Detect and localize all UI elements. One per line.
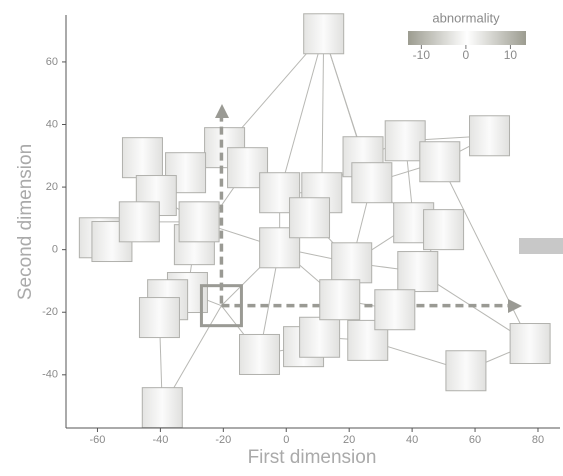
page: {"chart_data": {"type": "scatter", "xlab… — [0, 0, 563, 476]
node — [424, 210, 464, 250]
x-tick-label: 0 — [283, 434, 289, 446]
node — [122, 138, 162, 178]
x-tick-label: 60 — [469, 434, 481, 446]
side-bar — [519, 238, 563, 254]
y-axis-title: Second dimension — [15, 144, 36, 300]
x-tick-label: 80 — [532, 434, 544, 446]
node — [332, 243, 372, 283]
x-tick-label: -20 — [215, 434, 231, 446]
node — [375, 290, 415, 330]
y-tick-label: 40 — [46, 118, 58, 130]
node — [385, 121, 425, 161]
y-tick-label: 0 — [52, 244, 58, 256]
node — [290, 198, 330, 238]
colorbar-title: abnormality — [432, 10, 500, 25]
x-tick-label: -40 — [152, 434, 168, 446]
node — [420, 142, 460, 182]
colorbar-tick-label: 0 — [463, 48, 470, 62]
node — [139, 298, 179, 338]
x-tick-label: -60 — [90, 434, 106, 446]
x-axis-title: First dimension — [248, 447, 377, 468]
node — [179, 202, 219, 242]
node — [470, 116, 510, 156]
edge — [322, 34, 324, 193]
arrow-head — [508, 299, 522, 313]
x-tick-label: 40 — [406, 434, 418, 446]
node — [304, 14, 344, 54]
node — [352, 163, 392, 203]
node — [300, 317, 340, 357]
x-tick-label: 20 — [343, 434, 355, 446]
colorbar-tick-label: 10 — [504, 48, 518, 62]
node — [119, 202, 159, 242]
chart: -60 -40 -20 0 20 40 60 80 -40 -20 0 20 40 60 First di… — [0, 0, 563, 476]
node — [446, 351, 486, 391]
node — [510, 324, 550, 364]
y-tick-label: 60 — [46, 56, 58, 68]
y-tick-label: 20 — [46, 181, 58, 193]
y-tick-label: -40 — [42, 369, 58, 381]
edge — [440, 162, 530, 344]
node — [142, 388, 182, 428]
colorbar — [408, 31, 526, 45]
edge — [280, 34, 324, 193]
node — [320, 280, 360, 320]
arrow-head — [215, 104, 229, 118]
node — [240, 334, 280, 374]
y-tick-label: -20 — [42, 306, 58, 318]
colorbar-tick-label: -10 — [413, 48, 431, 62]
node — [398, 252, 438, 292]
